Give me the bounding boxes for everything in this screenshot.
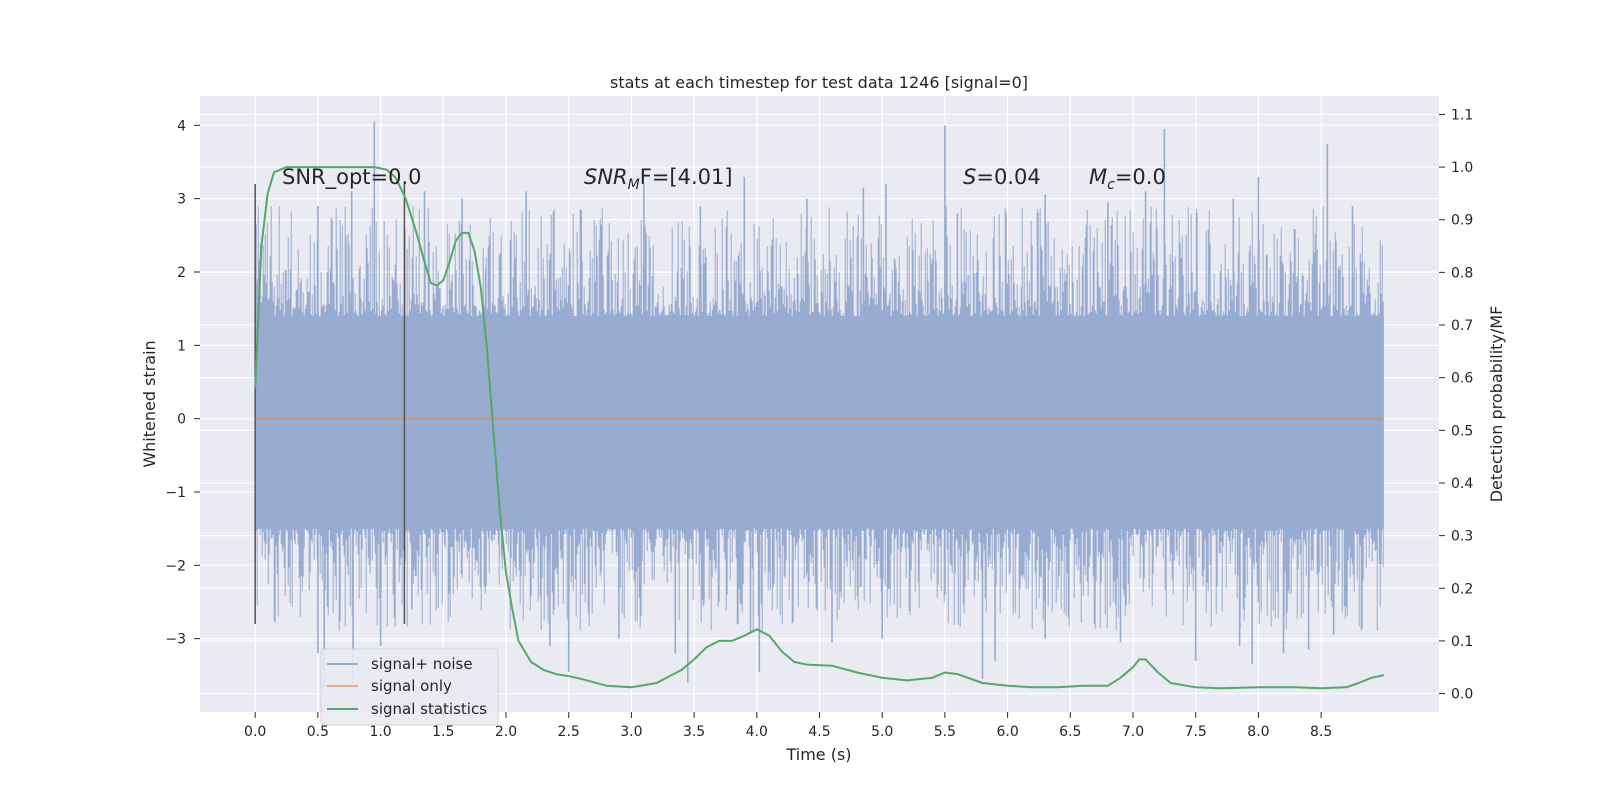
signal-statistics-line (254, 166, 1385, 690)
annotation-mc: Mc=0.0 (1089, 165, 1166, 193)
y-tick-label: 3 (177, 192, 186, 208)
y2-tick-label: 0.8 (1451, 265, 1473, 281)
x-tick-label: 2.0 (495, 724, 517, 740)
x-tick-label: 6.5 (1059, 724, 1081, 740)
y2-axis-label: Detection probability/MF (1487, 306, 1506, 503)
mc-sub: c (1107, 177, 1115, 193)
y2-tick-label: 0.9 (1451, 213, 1473, 229)
y2-tick-label: 0.3 (1451, 529, 1473, 545)
legend-label-stats: signal statistics (371, 700, 487, 718)
annotation-snr-mf: SNRMF=[4.01] (584, 165, 733, 193)
mc-var: M (1089, 165, 1107, 189)
x-tick-label: 5.5 (934, 724, 956, 740)
x-tick-label: 3.5 (683, 724, 705, 740)
x-tick-label: 4.5 (808, 724, 830, 740)
x-tick-label: 4.0 (746, 724, 768, 740)
y2-tick-label: 0.4 (1451, 476, 1473, 492)
x-tick-label: 0.0 (244, 724, 266, 740)
y2-tick-label: 1.0 (1451, 160, 1473, 176)
signal-plus-noise-series (254, 121, 1384, 690)
x-tick-label: 8.0 (1247, 724, 1269, 740)
y2-tick-label: 0.7 (1451, 318, 1473, 334)
s-rest: =0.04 (976, 165, 1040, 189)
y2-tick-label: 0.1 (1451, 634, 1473, 650)
y-tick-label: −3 (165, 632, 186, 648)
x-tick-label: 0.5 (307, 724, 329, 740)
legend: signal+ noise signal only signal statist… (320, 648, 499, 726)
snr-mf-sub: M (628, 177, 640, 193)
legend-label-signal: signal only (371, 677, 452, 695)
x-tick-label: 7.5 (1185, 724, 1207, 740)
x-axis-label: Time (s) (785, 745, 851, 764)
y2-tick-label: 0.5 (1451, 423, 1473, 439)
annotation-s: S=0.04 (963, 165, 1041, 189)
y2-tick-label: 1.1 (1451, 107, 1473, 123)
y-tick-label: 2 (177, 265, 186, 281)
s-var: S (963, 165, 976, 189)
signal-statistics-series (254, 166, 1385, 690)
y-tick-label: −1 (165, 485, 186, 501)
y-tick-label: 4 (177, 118, 186, 134)
snr-mf-base: SNR (584, 165, 628, 189)
legend-box (320, 648, 499, 726)
y-tick-label: 0 (177, 412, 186, 428)
x-tick-label: 2.5 (558, 724, 580, 740)
x-tick-label: 3.0 (620, 724, 642, 740)
annotation-snr-opt: SNR_opt=0.0 (282, 165, 422, 190)
y2-tick-label: 0.2 (1451, 581, 1473, 597)
x-tick-label: 1.5 (432, 724, 454, 740)
x-tick-label: 7.0 (1122, 724, 1144, 740)
x-tick-label: 5.0 (871, 724, 893, 740)
vertical-markers (254, 184, 406, 624)
legend-label-noise: signal+ noise (371, 655, 473, 673)
y2-tick-label: 0.6 (1451, 371, 1473, 387)
mc-rest: =0.0 (1115, 165, 1166, 189)
snr-mf-rest: F=[4.01] (640, 165, 733, 189)
y-tick-label: 1 (177, 338, 186, 354)
x-tick-label: 8.5 (1310, 724, 1332, 740)
y2-axis-ticks: 1.1 1.0 0.9 0.8 0.7 0.6 0.5 0.4 0.3 0.2 0.1 0.0 (1439, 107, 1473, 703)
x-axis-ticks: 0.0 0.5 1.0 1.5 2.0 2.5 3.0 3.5 4.0 4.5 5.0 5.5 6.0 6… (244, 712, 1332, 740)
y-axis-label: Whitened strain (140, 340, 159, 467)
chart-title: stats at each timestep for test data 124… (610, 73, 1028, 92)
y-tick-label: −2 (165, 558, 186, 574)
x-tick-label: 1.0 (369, 724, 391, 740)
x-tick-label: 6.0 (996, 724, 1018, 740)
y-axis-ticks: 4 3 2 1 0 −1 −2 −3 (165, 118, 200, 648)
y2-tick-label: 0.0 (1451, 687, 1473, 703)
